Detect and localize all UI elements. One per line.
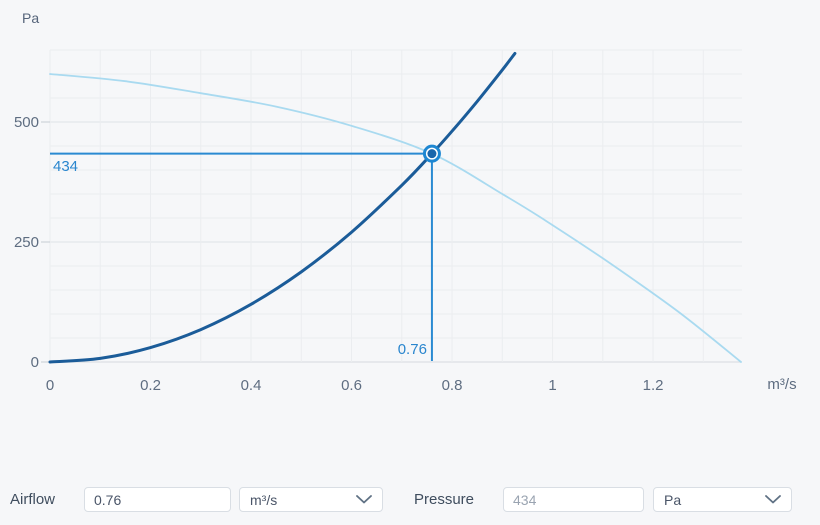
pressure-unit-select[interactable]: Pa [653, 487, 792, 512]
x-tick-label: 0.2 [140, 377, 161, 394]
pressure-input[interactable] [503, 487, 644, 512]
chart-canvas[interactable]: 0 250 500 0 0.2 0.4 0.6 0.8 1 1.2 [0, 0, 820, 430]
x-axis-unit-label: m³/s [767, 376, 797, 393]
operating-point-core[interactable] [427, 149, 437, 159]
chevron-down-icon [356, 495, 372, 504]
x-tick-label: 0.4 [241, 377, 262, 394]
y-tick-label: 500 [14, 114, 39, 131]
crosshair-pressure-value: 434 [53, 157, 79, 175]
airflow-label: Airflow [10, 491, 56, 508]
y-tick-label: 0 [31, 354, 39, 371]
chevron-down-icon [765, 495, 781, 504]
x-tick-label: 0 [46, 377, 54, 394]
x-tick-label: 1.2 [643, 377, 664, 394]
pressure-unit-value: Pa [664, 491, 682, 508]
x-tick-label: 0.6 [341, 377, 362, 394]
airflow-unit-value: m³/s [250, 491, 278, 508]
x-tick-label: 1 [548, 377, 556, 394]
pressure-label: Pressure [414, 491, 475, 508]
x-tick-label: 0.8 [442, 377, 463, 394]
airflow-input[interactable] [84, 487, 231, 512]
y-tick-label: 250 [14, 234, 39, 251]
operating-point-ring[interactable] [422, 144, 441, 163]
system-curve [48, 51, 517, 364]
crosshair-airflow-value: 0.76 [397, 341, 427, 358]
airflow-unit-select[interactable]: m³/s [239, 487, 383, 512]
y-axis-unit-label: Pa [22, 10, 40, 26]
